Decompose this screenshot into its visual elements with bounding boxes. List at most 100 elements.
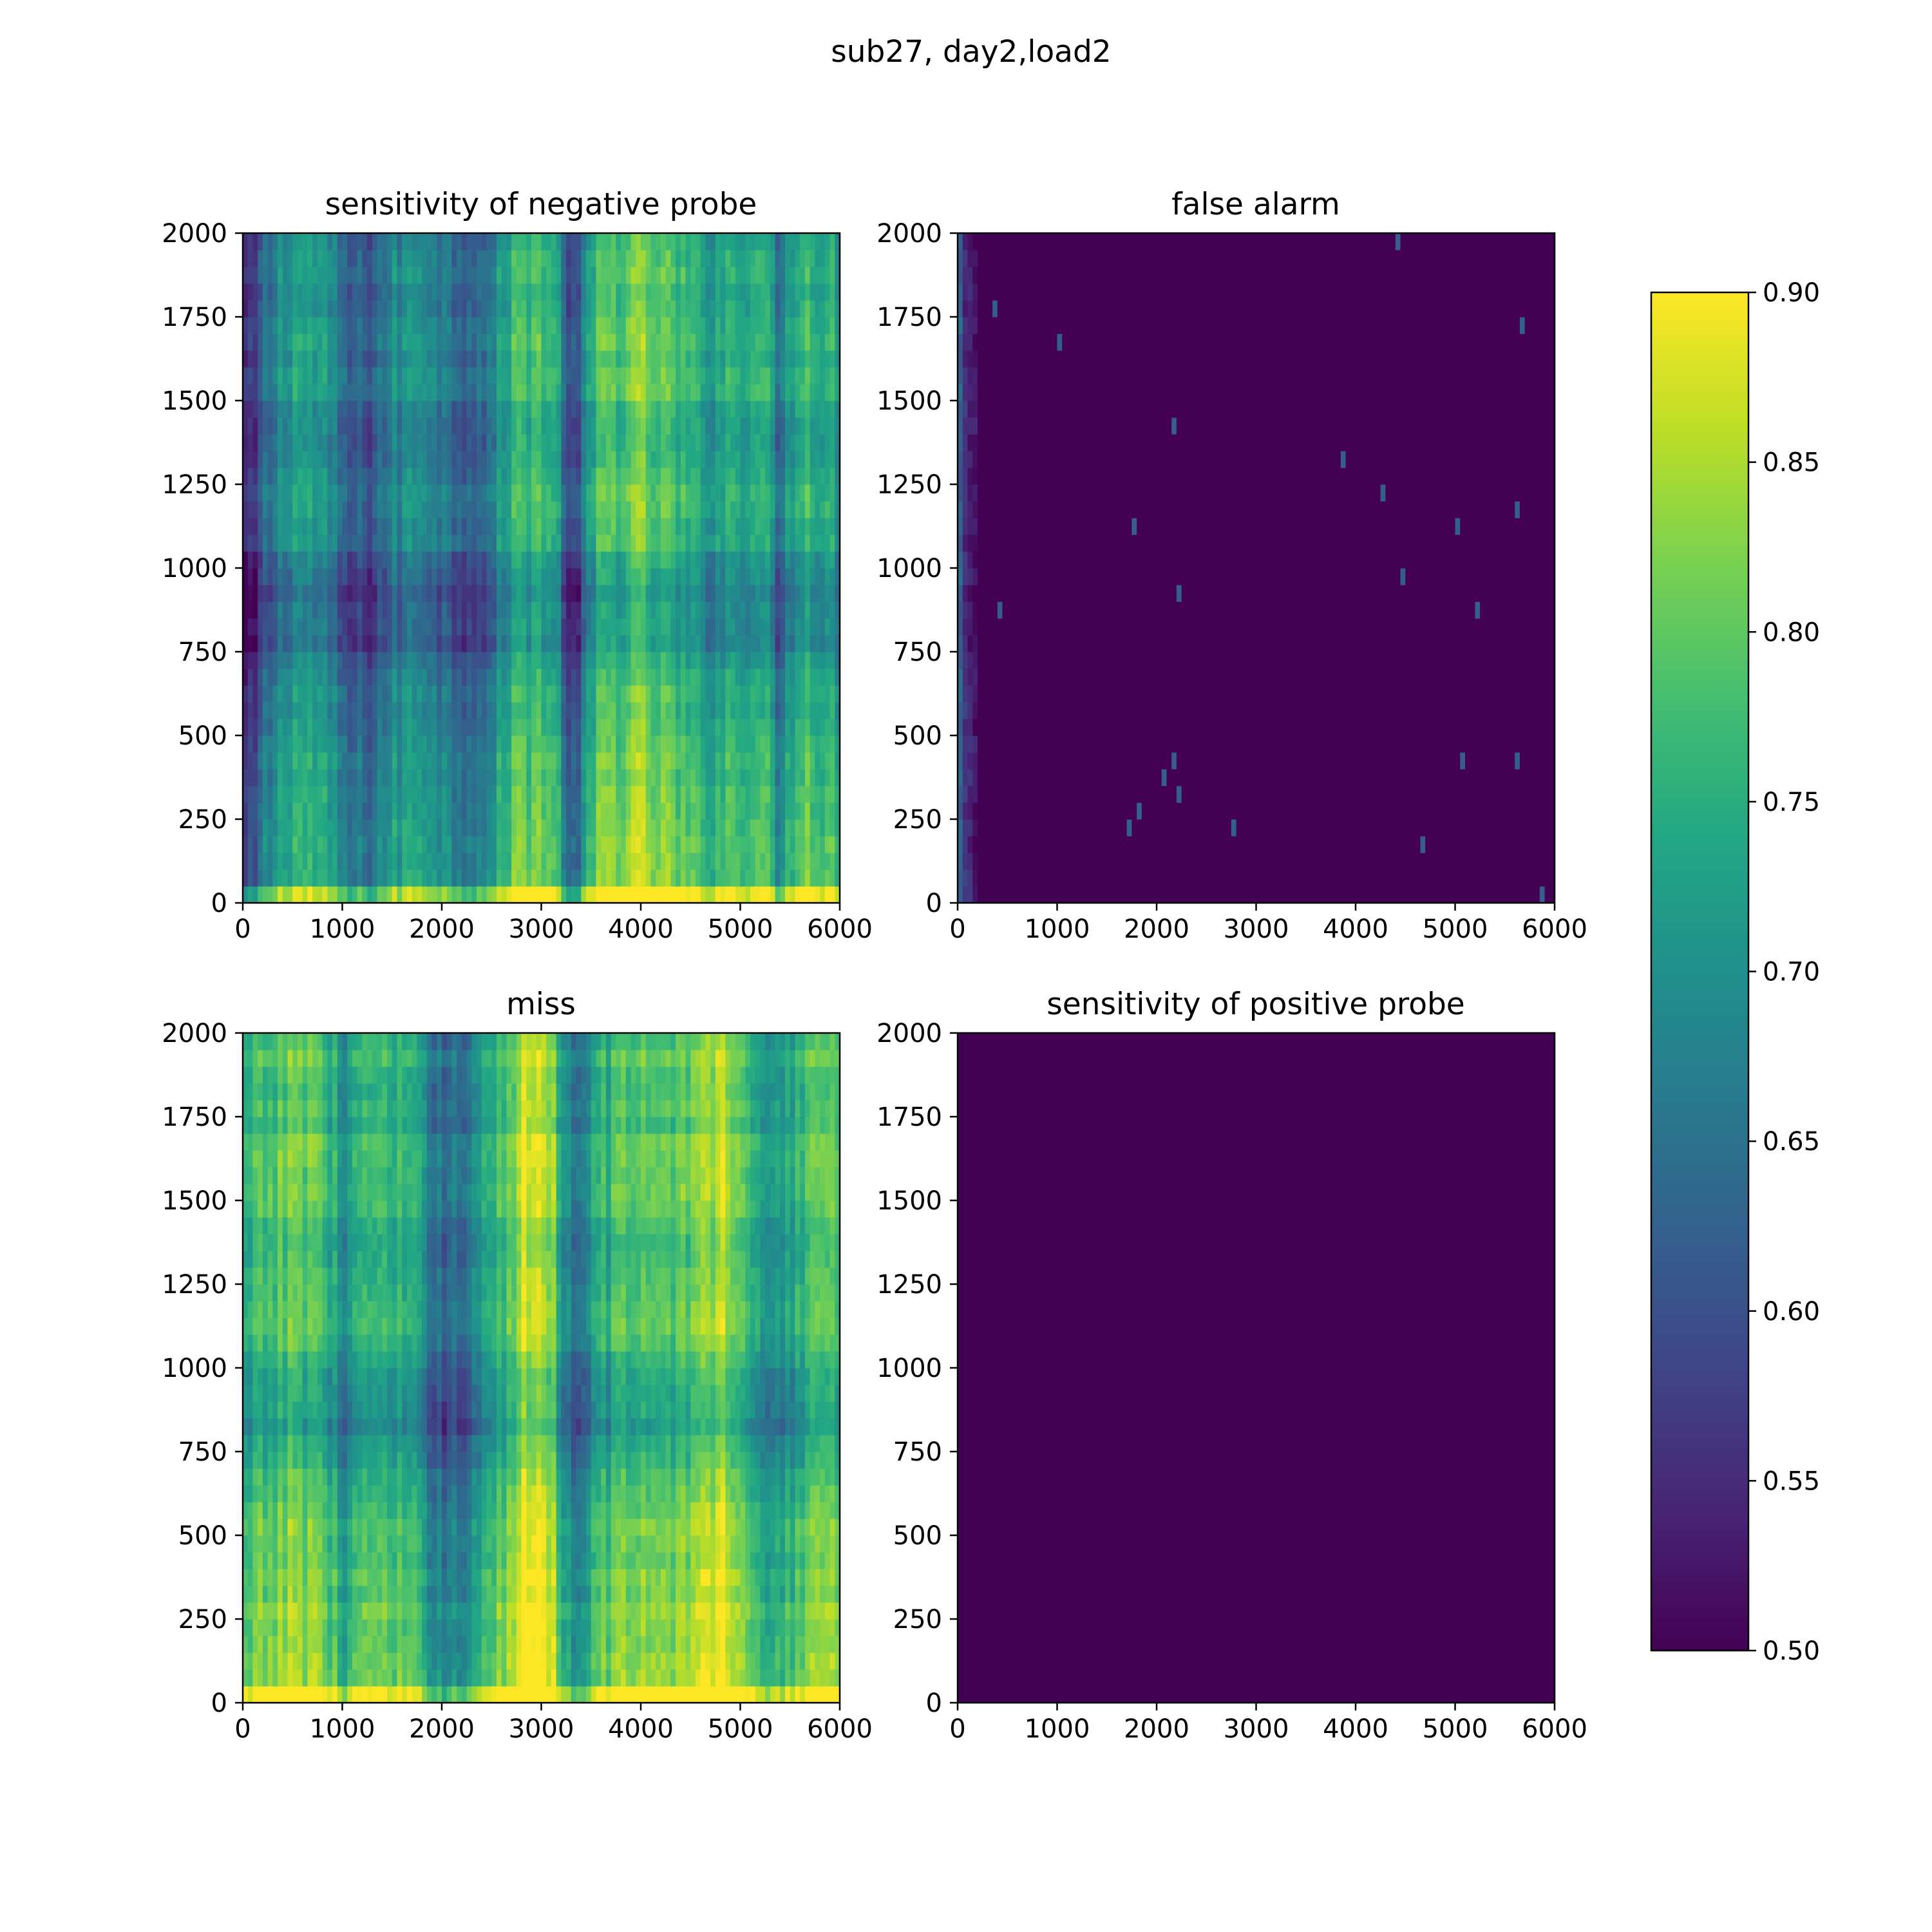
heatmap-cell [412,367,417,384]
heatmap-cell [387,819,393,837]
heatmap-cell [387,635,393,652]
heatmap-cell [397,551,402,569]
heatmap-cell [287,384,293,401]
heatmap-cell [387,518,393,535]
heatmap-cell [760,735,766,753]
heatmap-cell [332,786,338,803]
heatmap-cell [531,568,537,585]
heatmap-cell [536,786,542,803]
heatmap-cell [665,401,671,418]
heatmap-cell [962,735,969,753]
heatmap-cell [287,367,293,384]
heatmap-cell [278,752,283,770]
heatmap-cell [770,668,776,686]
heatmap-cell [437,769,442,786]
heatmap-cell [835,350,840,368]
heatmap-cell [521,551,527,569]
heatmap-cell [531,484,537,502]
heatmap-cell [800,384,806,401]
heatmap-cell [471,752,477,770]
heatmap-cell [511,735,517,753]
heatmap-cell [282,618,289,636]
heatmap-cell [406,267,413,284]
heatmap-cell [958,685,963,703]
heatmap-cell [676,384,681,401]
heatmap-cell [621,401,627,418]
heatmap-cell [972,417,978,435]
heatmap-cell [740,267,746,284]
heatmap-cell [621,618,627,636]
heatmap-cell [302,350,308,368]
heatmap-cell [536,719,542,736]
heatmap-cell [596,535,601,552]
heatmap-cell [665,518,671,535]
heatmap-cell [800,468,806,485]
heatmap-cell [417,735,422,753]
heatmap-cell [765,869,771,887]
heatmap-cell [690,652,696,669]
heatmap-cell [272,769,278,786]
heatmap-cell [446,434,453,451]
heatmap-cell [745,283,751,301]
heatmap-cell [621,735,627,753]
heatmap-cell [526,618,532,636]
heatmap-cell [605,300,612,317]
heatmap-cell [790,384,796,401]
heatmap-cell [835,685,840,703]
heatmap-cell [770,802,776,820]
heatmap-cell [616,501,621,518]
heatmap-cell [810,451,815,468]
heatmap-cell [561,551,567,569]
heatmap-cell [278,501,283,518]
heatmap-cell [307,267,313,284]
heatmap-cell [715,635,721,652]
heatmap-cell [962,468,969,485]
heatmap-cell [392,283,398,301]
heatmap-cell [740,585,746,602]
heatmap-cell [650,769,656,786]
heatmap-cell [815,233,820,251]
heatmap-cell [700,417,706,435]
heatmap-cell [491,350,497,368]
heatmap-cell [501,300,507,317]
heatmap-cell [392,802,398,820]
heatmap-cell [406,585,413,602]
heatmap-cell [735,417,741,435]
heatmap-cell [516,585,522,602]
heatmap-cell [596,233,601,251]
heatmap-cell [636,635,641,652]
heatmap-cell [695,836,701,853]
heatmap-cell [765,417,771,435]
heatmap-cell [596,702,601,719]
heatmap-cell [685,434,691,451]
heatmap-cell [461,735,468,753]
heatmap-cell [481,802,488,820]
heatmap-cell [705,267,711,284]
heatmap-cell [352,434,358,451]
heatmap-cell [457,501,462,518]
heatmap-cell [645,702,652,719]
heatmap-cell [660,802,667,820]
heatmap-cell [446,233,453,251]
heatmap-cell [347,367,353,384]
heatmap-cell [785,685,791,703]
heatmap-cell [765,735,771,753]
heatmap-cell [765,585,771,602]
heatmap-cell [412,384,417,401]
heatmap-cell [804,652,811,669]
heatmap-cell [958,468,963,485]
heatmap-cell [322,635,328,652]
heatmap-cell [382,585,388,602]
heatmap-cell [387,853,393,870]
heatmap-cell [442,802,448,820]
heatmap-cell [760,886,766,904]
heatmap-cell [431,334,437,351]
heatmap-cell [745,350,751,368]
heatmap-cell [656,501,661,518]
heatmap-cell [347,685,353,703]
heatmap-cell [546,501,552,518]
heatmap-cell [625,434,632,451]
heatmap-cell [750,735,756,753]
heatmap-cell [457,451,462,468]
heatmap-cell [824,735,831,753]
